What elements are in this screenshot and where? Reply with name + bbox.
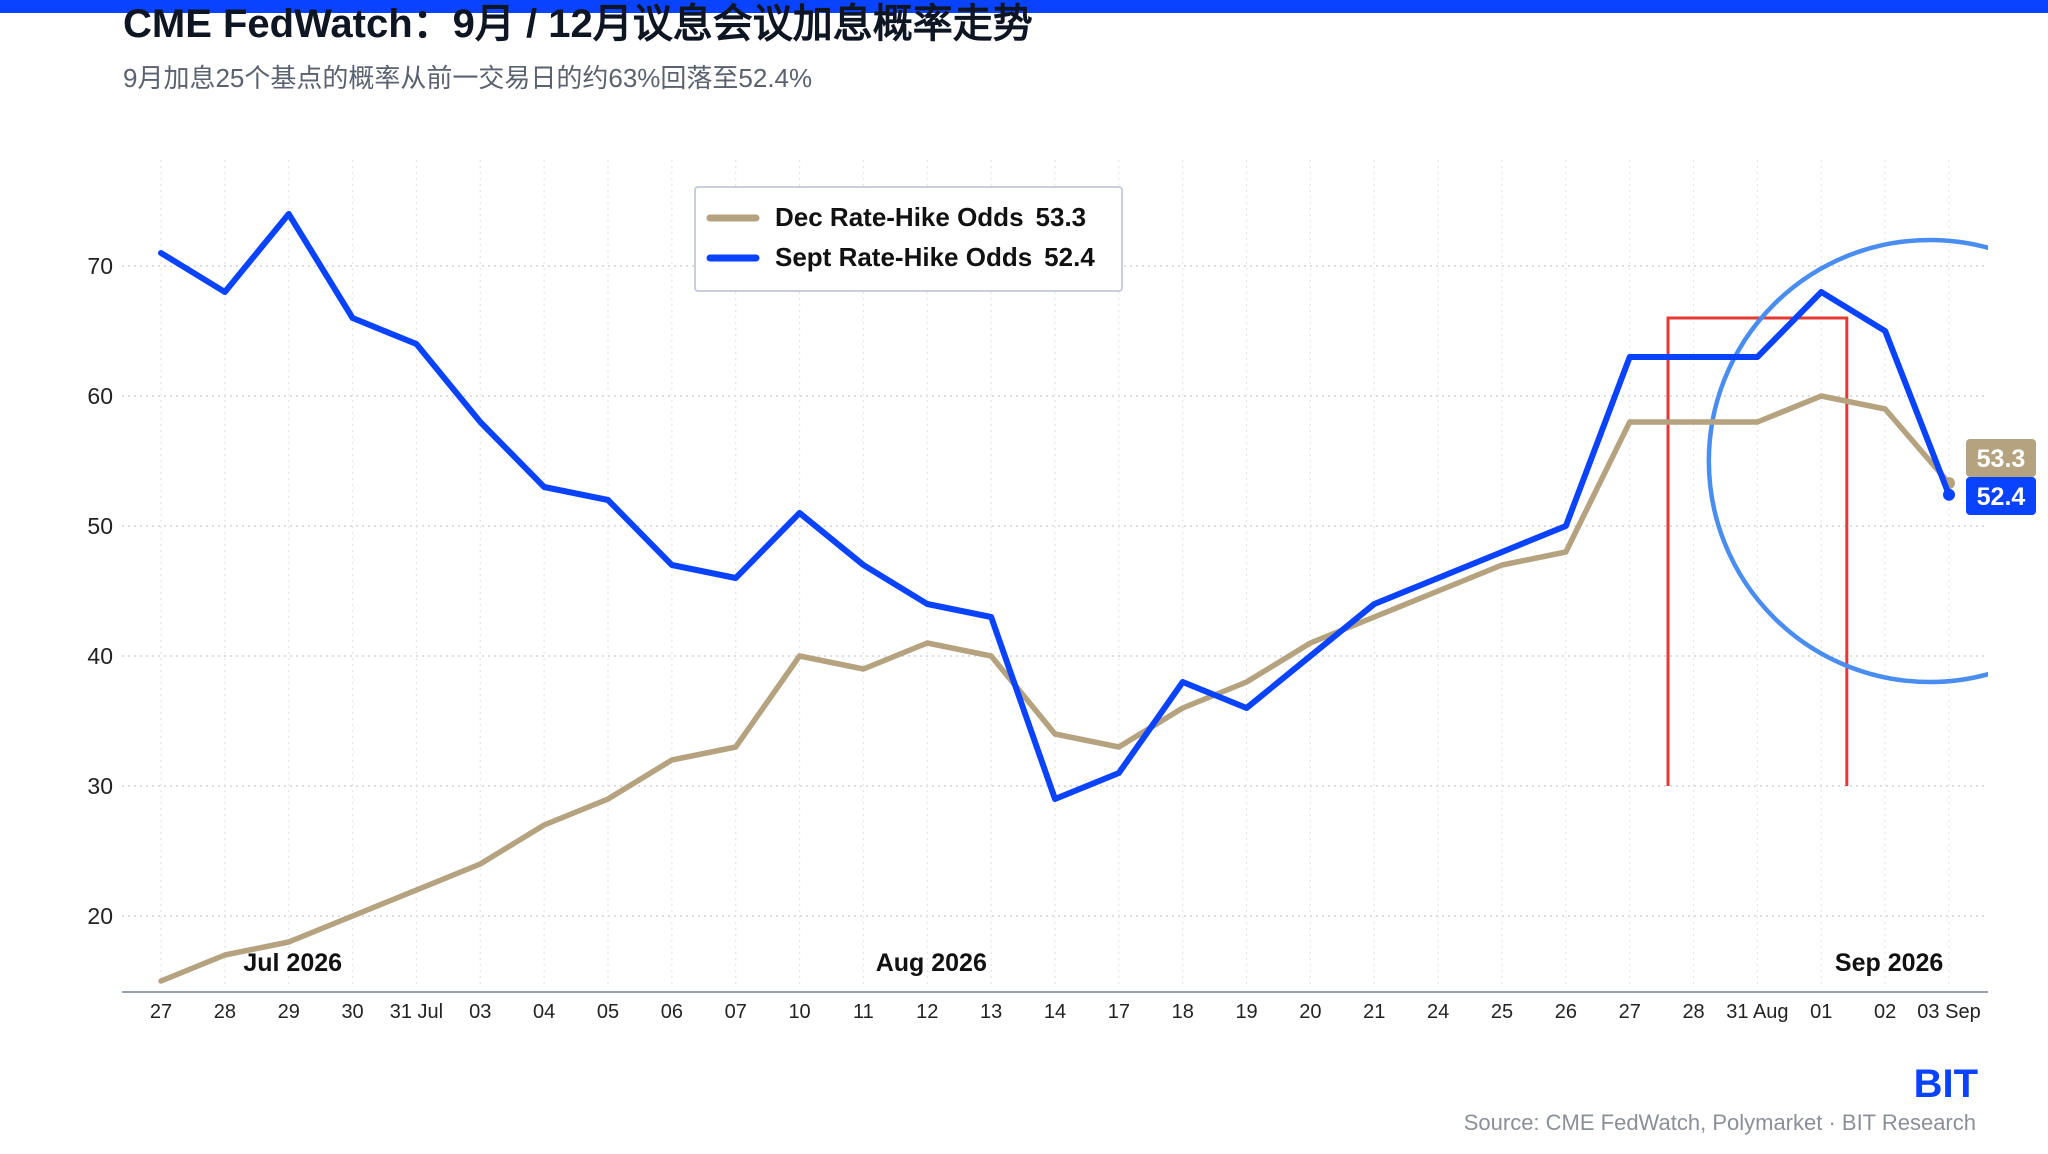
month-label: Jul 2026 (243, 949, 342, 977)
end-value-badge (1966, 477, 2036, 515)
top-accent-bar (0, 0, 2048, 13)
x-tick-label: 03 (469, 1001, 491, 1023)
end-value-badge (1966, 439, 2036, 477)
x-tick-label: 30 (341, 1001, 363, 1023)
legend: Dec Rate-Hike Odds 53.3 Sept Rate-Hike Od… (694, 186, 1123, 292)
y-tick-label: 30 (87, 773, 113, 799)
legend-box (694, 186, 1123, 292)
x-tick-label: 28 (1682, 1001, 1704, 1023)
y-tick-label: 70 (87, 253, 113, 279)
month-label: Sep 2026 (1835, 949, 1943, 977)
y-tick-label: 60 (87, 383, 113, 409)
page-subtitle: 9月加息25个基点的概率从前一交易日的约63%回落至52.4% (123, 63, 813, 93)
series-dec-line (158, 393, 1952, 984)
series-sept-line (158, 211, 1952, 802)
page-title: CME FedWatch：9月 / 12月议息会议加息概率走势 (123, 2, 1033, 46)
y-tick-label: 20 (87, 903, 113, 929)
x-tick-label: 21 (1363, 1001, 1385, 1023)
end-value-label: 53.3 (1977, 445, 2026, 473)
x-tick-label: 28 (214, 1001, 236, 1023)
grid (122, 160, 1988, 988)
x-tick-label: 03 Sep (1917, 1001, 1980, 1023)
x-tick-label: 27 (1619, 1001, 1641, 1023)
month-label: Aug 2026 (876, 949, 987, 977)
series (158, 211, 1955, 984)
x-tick-label: 18 (1172, 1001, 1194, 1023)
x-tick-label: 13 (980, 1001, 1002, 1023)
x-tick-label: 01 (1810, 1001, 1832, 1023)
end-labels: 53.3 52.4 (1966, 439, 2036, 515)
axes: 20 30 40 50 60 70 27 28 29 30 31 Jul 03 04 05 06 07 10 11… (87, 253, 1988, 1023)
x-tick-label: 29 (278, 1001, 300, 1023)
x-tick-label: 25 (1491, 1001, 1513, 1023)
x-tick-label: 31 Aug (1726, 1001, 1788, 1023)
x-tick-label: 20 (1299, 1001, 1321, 1023)
x-tick-label: 17 (1108, 1001, 1130, 1023)
x-tick-label: 12 (916, 1001, 938, 1023)
x-tick-label: 27 (150, 1001, 172, 1023)
brand-logo: BIT (1913, 1062, 1978, 1106)
source-note: Source: CME FedWatch, Polymarket · BIT R… (1463, 1110, 1976, 1135)
highlight-bracket (1666, 316, 1849, 786)
end-value-label: 52.4 (1977, 483, 2026, 511)
x-tick-label: 14 (1044, 1001, 1066, 1023)
series-end-point-sept-line (1943, 488, 1955, 501)
legend-label-sept: Sept Rate-Hike Odds 52.4 (775, 242, 1095, 272)
highlight-circle (1706, 237, 1988, 685)
x-tick-label: 31 Jul (390, 1001, 443, 1023)
x-tick-label: 19 (1235, 1001, 1257, 1023)
x-tick-label: 07 (725, 1001, 747, 1023)
x-tick-label: 10 (788, 1001, 810, 1023)
y-tick-label: 50 (87, 513, 113, 539)
x-tick-label: 05 (597, 1001, 619, 1023)
x-tick-label: 11 (853, 1001, 874, 1023)
y-tick-label: 40 (87, 643, 113, 669)
x-tick-label: 06 (661, 1001, 683, 1023)
x-tick-label: 04 (533, 1001, 555, 1023)
x-tick-label: 24 (1427, 1001, 1449, 1023)
legend-label-dec: Dec Rate-Hike Odds 53.3 (775, 202, 1086, 232)
annotations (1666, 237, 1988, 786)
x-tick-label: 26 (1555, 1001, 1577, 1023)
x-tick-label: 02 (1874, 1001, 1896, 1023)
